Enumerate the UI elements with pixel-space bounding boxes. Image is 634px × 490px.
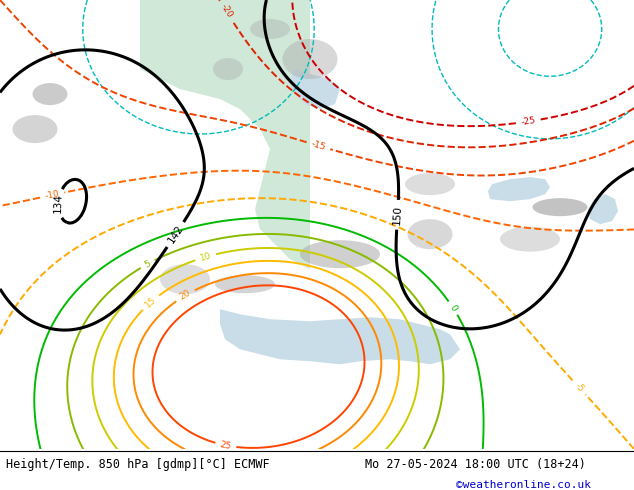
Text: 10: 10 xyxy=(199,251,212,263)
Text: -5: -5 xyxy=(573,381,585,394)
Text: ©weatheronline.co.uk: ©weatheronline.co.uk xyxy=(456,480,592,490)
Polygon shape xyxy=(290,69,340,109)
Ellipse shape xyxy=(533,198,588,216)
Text: 5: 5 xyxy=(143,259,152,270)
Polygon shape xyxy=(588,194,618,224)
Ellipse shape xyxy=(283,39,337,79)
Text: 20: 20 xyxy=(178,289,193,302)
Text: 134: 134 xyxy=(53,194,64,214)
Text: -25: -25 xyxy=(520,116,536,127)
Ellipse shape xyxy=(500,227,560,252)
Ellipse shape xyxy=(213,58,243,80)
Polygon shape xyxy=(488,177,550,201)
Text: 25: 25 xyxy=(219,440,232,451)
Text: 150: 150 xyxy=(392,205,403,225)
Text: Height/Temp. 850 hPa [gdmp][°C] ECMWF: Height/Temp. 850 hPa [gdmp][°C] ECMWF xyxy=(6,458,270,471)
Ellipse shape xyxy=(13,115,58,143)
Text: -20: -20 xyxy=(219,3,234,20)
Polygon shape xyxy=(140,0,310,269)
Ellipse shape xyxy=(408,219,453,249)
Ellipse shape xyxy=(32,83,67,105)
Ellipse shape xyxy=(300,240,380,268)
Ellipse shape xyxy=(405,173,455,195)
Text: 142: 142 xyxy=(166,223,185,245)
Text: -10: -10 xyxy=(44,189,60,201)
Ellipse shape xyxy=(250,19,290,39)
Ellipse shape xyxy=(215,275,275,293)
Text: Mo 27-05-2024 18:00 UTC (18+24): Mo 27-05-2024 18:00 UTC (18+24) xyxy=(365,458,585,471)
Text: -15: -15 xyxy=(310,139,327,152)
Polygon shape xyxy=(220,309,460,364)
Ellipse shape xyxy=(160,264,210,294)
Text: 15: 15 xyxy=(143,295,158,310)
Text: 0: 0 xyxy=(448,303,458,313)
